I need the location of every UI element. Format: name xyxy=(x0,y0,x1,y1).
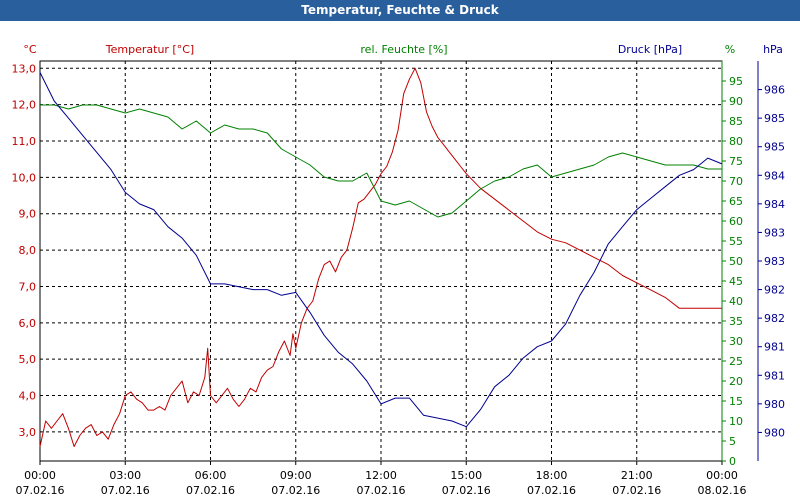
x-tick-label-time: 15:00 xyxy=(450,469,482,482)
axes xyxy=(39,60,762,465)
humidity-axis-tick-label: 5 xyxy=(729,435,736,448)
humidity-axis-tick-label: 60 xyxy=(729,215,743,228)
pressure-axis-tick-label: 983 xyxy=(764,255,785,268)
humidity-axis-tick-label: 65 xyxy=(729,195,743,208)
pressure-axis-tick-label: 981 xyxy=(764,341,785,354)
x-tick-label-time: 06:00 xyxy=(195,469,227,482)
left-axis-tick-label: 10,0 xyxy=(12,171,37,184)
x-tick-label-date: 07.02.16 xyxy=(442,484,491,497)
humidity-axis-tick-label: 95 xyxy=(729,75,743,88)
x-tick-label-time: 18:00 xyxy=(536,469,568,482)
x-tick-label-time: 21:00 xyxy=(621,469,653,482)
pressure-axis-label: Druck [hPa] xyxy=(618,43,682,56)
tick-labels: 00:00 07.02.16 03:00 07.02.16 06:00 07.02.16 0… xyxy=(12,43,786,497)
pressure-axis-tick-label: 984 xyxy=(764,198,785,211)
humidity-axis-tick-label: 55 xyxy=(729,235,743,248)
left-axis-tick-label: 9,0 xyxy=(19,208,37,221)
pressure-axis-tick-label: 980 xyxy=(764,426,785,439)
x-tick-label-time: 00:00 xyxy=(706,469,738,482)
x-tick-label-date: 07.02.16 xyxy=(101,484,150,497)
humidity-axis-tick-label: 40 xyxy=(729,295,743,308)
series-line-right1 xyxy=(40,104,722,218)
humidity-axis-tick-label: 75 xyxy=(729,155,743,168)
x-tick-label-date: 07.02.16 xyxy=(612,484,661,497)
temperature-axis-label: Temperatur [°C] xyxy=(105,43,194,56)
humidity-axis-label: rel. Feuchte [%] xyxy=(360,43,447,56)
x-tick-label-date: 07.02.16 xyxy=(357,484,406,497)
humidity-axis-tick-label: 30 xyxy=(729,335,743,348)
left-axis-unit: °C xyxy=(23,43,37,56)
pressure-axis-tick-label: 985 xyxy=(764,141,785,154)
left-axis-tick-label: 12,0 xyxy=(12,99,37,112)
humidity-axis-tick-label: 15 xyxy=(729,395,743,408)
x-tick-label-date: 07.02.16 xyxy=(527,484,576,497)
left-axis-tick-label: 4,0 xyxy=(19,390,37,403)
x-tick-label-time: 12:00 xyxy=(365,469,397,482)
pressure-axis-unit: hPa xyxy=(763,43,783,56)
grid xyxy=(40,61,722,461)
left-axis-tick-label: 7,0 xyxy=(19,280,37,293)
humidity-axis-tick-label: 70 xyxy=(729,175,743,188)
series-lines xyxy=(39,67,723,447)
left-axis-tick-label: 6,0 xyxy=(19,317,37,330)
humidity-axis-tick-label: 80 xyxy=(729,135,743,148)
x-tick-label-date: 08.02.16 xyxy=(698,484,747,497)
humidity-axis-unit: % xyxy=(725,43,735,56)
humidity-axis-tick-label: 50 xyxy=(729,255,743,268)
pressure-axis-tick-label: 984 xyxy=(764,169,785,182)
series-line-right2 xyxy=(39,72,723,428)
left-axis-tick-label: 11,0 xyxy=(12,135,37,148)
humidity-axis-tick-label: 0 xyxy=(729,455,736,468)
pressure-axis-tick-label: 981 xyxy=(764,369,785,382)
pressure-axis-tick-label: 985 xyxy=(764,112,785,125)
humidity-axis-tick-label: 10 xyxy=(729,415,743,428)
humidity-axis-tick-label: 35 xyxy=(729,315,743,328)
left-axis-tick-label: 13,0 xyxy=(12,62,37,75)
pressure-axis-tick-label: 980 xyxy=(764,398,785,411)
humidity-axis-tick-label: 45 xyxy=(729,275,743,288)
humidity-axis-tick-label: 85 xyxy=(729,115,743,128)
series-line-left xyxy=(39,67,722,447)
x-tick-label-date: 07.02.16 xyxy=(16,484,65,497)
humidity-axis-tick-label: 25 xyxy=(729,355,743,368)
x-tick-label-time: 03:00 xyxy=(109,469,141,482)
chart-title: Temperatur, Feuchte & Druck xyxy=(0,0,800,21)
pressure-axis-tick-label: 983 xyxy=(764,226,785,239)
pressure-axis-tick-label: 982 xyxy=(764,312,785,325)
chart: 00:00 07.02.16 03:00 07.02.16 06:00 07.02.16 0… xyxy=(12,43,786,497)
x-tick-label-time: 00:00 xyxy=(24,469,56,482)
humidity-axis-tick-label: 20 xyxy=(729,375,743,388)
left-axis-tick-label: 8,0 xyxy=(19,244,37,257)
pressure-axis-tick-label: 982 xyxy=(764,284,785,297)
pressure-axis-tick-label: 986 xyxy=(764,84,785,97)
left-axis-tick-label: 5,0 xyxy=(19,353,37,366)
x-tick-label-date: 07.02.16 xyxy=(271,484,320,497)
humidity-axis-tick-label: 90 xyxy=(729,95,743,108)
x-tick-label-time: 09:00 xyxy=(280,469,312,482)
left-axis-tick-label: 3,0 xyxy=(19,426,37,439)
x-tick-label-date: 07.02.16 xyxy=(186,484,235,497)
